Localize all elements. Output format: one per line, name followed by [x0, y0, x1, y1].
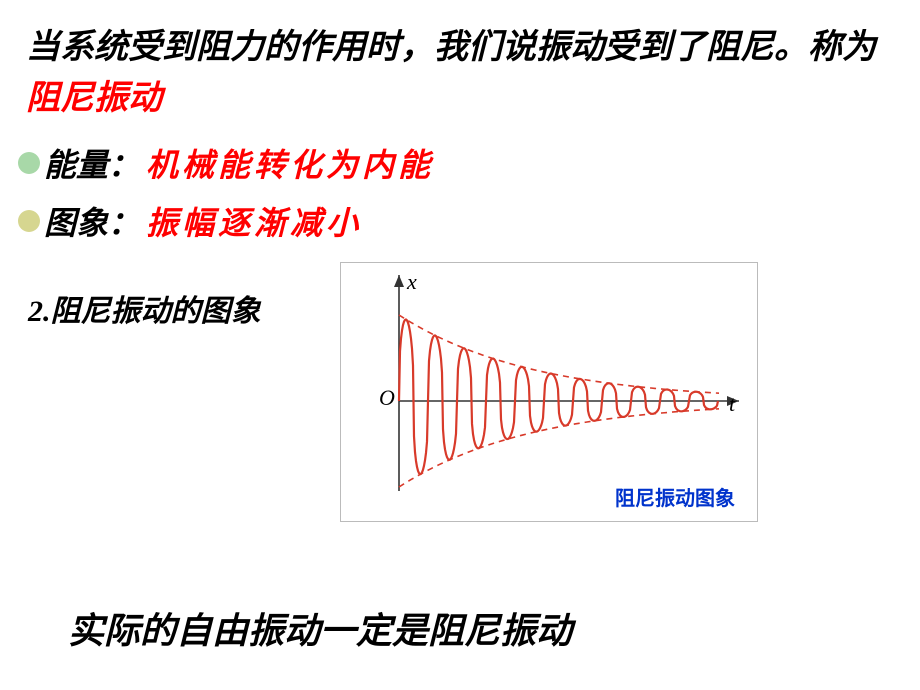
intro-prefix: 当系统受到阻力的作用时，我们说振动受到了阻尼。称为 — [26, 29, 876, 66]
energy-label: 能量： — [44, 140, 140, 186]
bullet-dot-icon — [18, 152, 40, 174]
intro-paragraph: 当系统受到阻力的作用时，我们说振动受到了阻尼。称为阻尼振动 — [26, 22, 890, 124]
y-axis-label: x — [407, 269, 417, 295]
diagram-caption: 阻尼振动图象 — [615, 482, 735, 511]
origin-label: O — [379, 385, 395, 411]
bullet-graph: 图象： 振幅逐渐减小 — [18, 198, 362, 244]
x-axis-label: t — [729, 391, 735, 417]
intro-highlight: 阻尼振动 — [26, 80, 162, 117]
graph-label: 图象： — [44, 198, 140, 244]
bullet-dot-icon — [18, 210, 40, 232]
section2-title: 2.阻尼振动的图象 — [28, 286, 261, 330]
energy-value: 机械能转化为内能 — [146, 140, 434, 186]
damping-diagram: x O t 阻尼振动图象 — [340, 262, 758, 522]
bullet-energy: 能量： 机械能转化为内能 — [18, 140, 434, 186]
bottom-statement: 实际的自由振动一定是阻尼振动 — [68, 602, 572, 654]
graph-value: 振幅逐渐减小 — [146, 198, 362, 244]
